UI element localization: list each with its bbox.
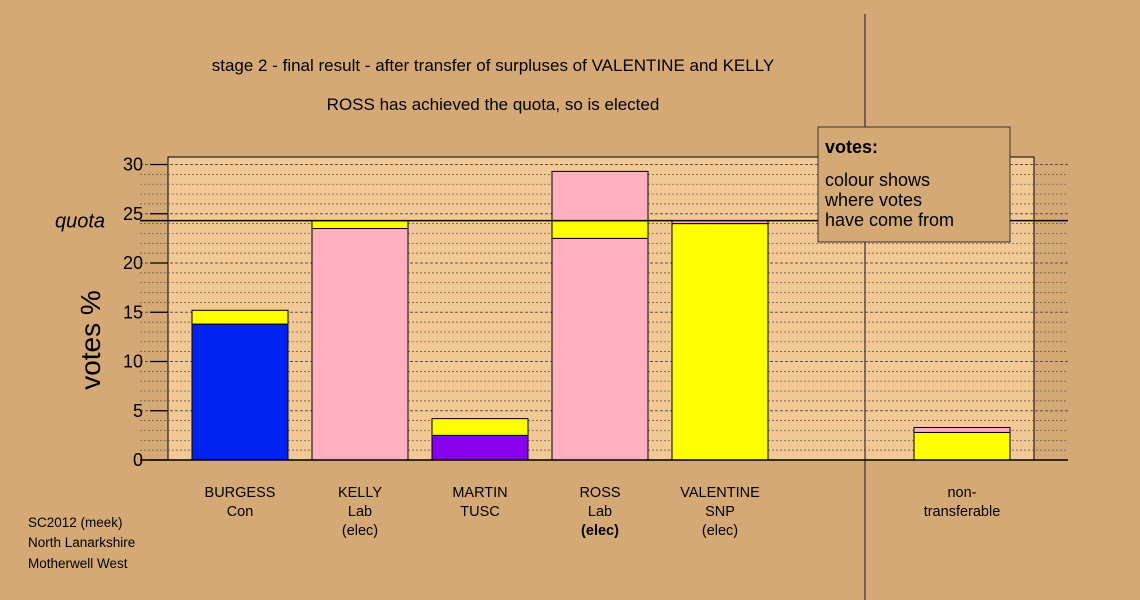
chart-subtitle: ROSS has achieved the quota, so is elect… — [327, 95, 660, 114]
legend-title: votes: — [825, 137, 878, 157]
quota-label: quota — [55, 211, 105, 233]
y-tick-label: 15 — [123, 302, 143, 322]
legend: votes: colour shows where votes have com… — [817, 126, 1011, 243]
category-label: KELLY — [338, 485, 382, 501]
bar-stack — [191, 309, 289, 461]
y-axis-label: votes % — [75, 290, 106, 390]
source-line: North Lanarkshire — [28, 535, 135, 550]
y-tick-label: 20 — [123, 253, 143, 273]
chart-title: stage 2 - final result - after transfer … — [212, 56, 775, 75]
source-line: Motherwell West — [28, 556, 128, 571]
bar-segment — [551, 237, 649, 461]
legend-box — [817, 126, 1011, 243]
category-label: Lab — [588, 504, 612, 520]
category-label: MARTIN — [452, 485, 507, 501]
bar-segment — [671, 223, 769, 461]
source-line: SC2012 (meek) — [28, 515, 123, 530]
bar-segment — [191, 323, 289, 461]
category-label: VALENTINE — [680, 485, 760, 501]
bar-stack — [551, 170, 649, 461]
bar-stack — [431, 418, 529, 461]
bar-segment — [191, 309, 289, 325]
bar-segment — [431, 434, 529, 461]
category-label: SNP — [705, 504, 735, 520]
bar-stack — [913, 426, 1011, 461]
bar-stack — [671, 220, 769, 461]
legend-line: where votes — [824, 190, 922, 210]
bar-segment — [913, 431, 1011, 461]
legend-line: colour shows — [825, 170, 930, 190]
bar-segment — [431, 418, 529, 436]
bar-segment — [551, 220, 649, 239]
y-tick-label: 10 — [123, 352, 143, 372]
category-label: (elec) — [702, 523, 738, 539]
y-tick-label: 25 — [123, 204, 143, 224]
bars — [191, 170, 1011, 461]
bar-segment — [551, 170, 649, 222]
legend-line: have come from — [825, 210, 954, 230]
category-label: TUSC — [460, 504, 499, 520]
category-label: ROSS — [579, 485, 620, 501]
bar-segment — [913, 426, 1011, 433]
category-label: transferable — [924, 504, 1001, 520]
category-label: (elec) — [581, 523, 619, 539]
y-tick-label: 5 — [133, 401, 143, 421]
category-label: non- — [947, 485, 976, 501]
category-label: (elec) — [342, 523, 378, 539]
y-tick-label: 30 — [123, 155, 143, 175]
source-note: SC2012 (meek) North Lanarkshire Motherwe… — [28, 515, 135, 571]
category-label: Con — [227, 504, 254, 520]
category-labels: BURGESS Con KELLY Lab (elec) MARTIN TUSC ROSS La… — [205, 485, 1001, 539]
category-label: BURGESS — [205, 485, 276, 501]
bar-stack — [311, 220, 409, 461]
bar-segment — [311, 228, 409, 461]
category-label: Lab — [348, 504, 372, 520]
y-axis-ticks: 0 5 10 15 20 25 30 — [123, 155, 168, 470]
bar-segment — [311, 220, 409, 230]
y-tick-label: 0 — [133, 450, 143, 470]
